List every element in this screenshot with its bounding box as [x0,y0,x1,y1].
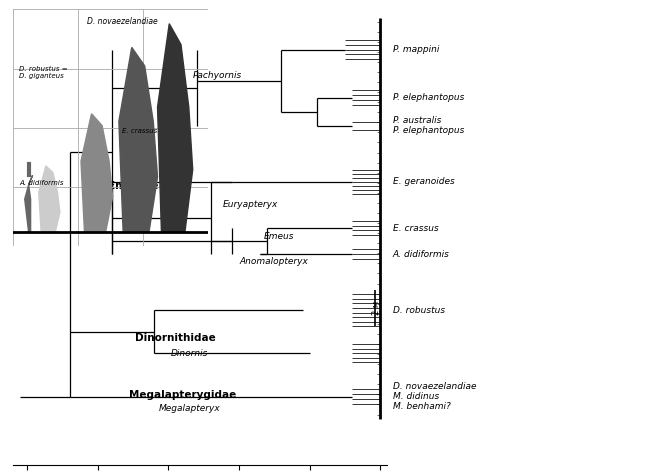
Text: Dinornithidae: Dinornithidae [135,333,216,343]
Text: D. novaezelandiae: D. novaezelandiae [87,17,158,26]
Text: Dinornis: Dinornis [171,349,208,358]
Text: A. didiformis: A. didiformis [19,180,63,186]
Text: A. didiformis: A. didiformis [393,250,449,259]
Text: Pachyornis: Pachyornis [193,71,242,80]
Text: D. robustus =
D. giganteus: D. robustus = D. giganteus [19,66,68,80]
Text: 2 м: 2 м [372,301,381,315]
Text: Emeidae: Emeidae [108,181,158,191]
Text: Megalapterygidae: Megalapterygidae [129,390,236,400]
Polygon shape [158,24,193,232]
Text: Emeus: Emeus [263,232,294,241]
Text: E. crassus: E. crassus [122,128,158,134]
Text: Megalapteryx: Megalapteryx [159,404,221,413]
Text: E. crassus: E. crassus [393,224,438,233]
Text: Euryapteryx: Euryapteryx [223,200,278,209]
Text: P. mappini: P. mappini [393,45,439,54]
Polygon shape [119,47,158,232]
Text: D. robustus: D. robustus [393,306,445,315]
Text: P. australis
P. elephantopus: P. australis P. elephantopus [393,116,464,136]
Polygon shape [39,166,60,232]
Text: D. novaezelandiae
M. didinus
M. benhami?: D. novaezelandiae M. didinus M. benhami? [393,382,476,411]
Polygon shape [25,175,33,232]
Text: Anomalopteryx: Anomalopteryx [240,257,309,266]
Text: P. elephantopus: P. elephantopus [393,93,464,102]
Polygon shape [81,114,113,232]
Text: E. geranoides: E. geranoides [393,177,454,186]
